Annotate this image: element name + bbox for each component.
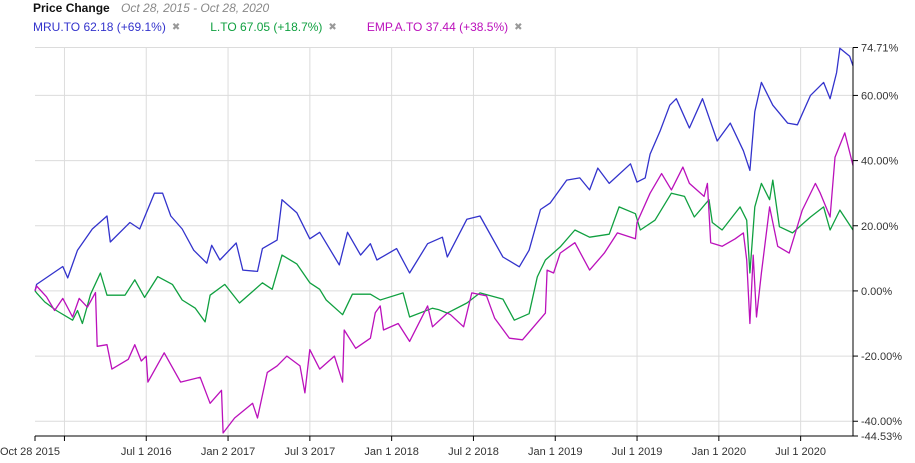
series-line-mru-to bbox=[34, 47, 854, 292]
y-tick-label: 20.00% bbox=[861, 221, 899, 233]
x-tick-label: Jul 1 2020 bbox=[775, 446, 826, 458]
y-tick-label: -20.00% bbox=[861, 351, 902, 363]
y-tick-label: 74.71% bbox=[861, 43, 899, 55]
y-tick-label: 0.00% bbox=[861, 286, 892, 298]
x-tick-label: Jul 3 2017 bbox=[284, 446, 335, 458]
x-tick-label: Jan 2 2017 bbox=[201, 446, 255, 458]
y-tick-label: -44.53% bbox=[861, 431, 902, 443]
legend-label: EMP.A.TO 37.44 (+38.5%) bbox=[366, 20, 509, 34]
series-line-l-to bbox=[34, 179, 854, 325]
remove-series-icon[interactable]: ✖ bbox=[171, 21, 181, 33]
date-range: Oct 28, 2015 - Oct 28, 2020 bbox=[121, 1, 270, 15]
legend-item-mru: MRU.TO 62.18 (+69.1%) ✖ bbox=[33, 20, 180, 34]
legend-label: L.TO 67.05 (+18.7%) bbox=[210, 20, 323, 34]
y-tick-label: 40.00% bbox=[861, 156, 899, 168]
x-tick-label: Jul 1 2019 bbox=[612, 446, 663, 458]
remove-series-icon[interactable]: ✖ bbox=[328, 21, 337, 33]
x-tick-label: Jul 1 2016 bbox=[121, 446, 172, 458]
remove-series-icon[interactable]: ✖ bbox=[514, 21, 523, 33]
legend-label: MRU.TO 62.18 (+69.1%) bbox=[33, 20, 166, 34]
x-tick-label: Jan 1 2020 bbox=[692, 446, 746, 458]
series-line-emp-a-to bbox=[34, 132, 854, 434]
x-tick-label: Jan 1 2019 bbox=[528, 446, 582, 458]
x-tick-label: Jul 2 2018 bbox=[448, 446, 499, 458]
x-tick-label: Oct 28 2015 bbox=[0, 446, 60, 458]
y-tick-label: -40.00% bbox=[861, 416, 902, 428]
x-tick-label: Jan 1 2018 bbox=[364, 446, 418, 458]
legend-item-emp: EMP.A.TO 37.44 (+38.5%) ✖ bbox=[367, 20, 523, 34]
legend-item-l: L.TO 67.05 (+18.7%) ✖ bbox=[210, 20, 337, 34]
legend: MRU.TO 62.18 (+69.1%) ✖ L.TO 67.05 (+18.… bbox=[33, 20, 553, 34]
chart-header: Price Change Oct 28, 2015 - Oct 28, 2020 bbox=[33, 1, 269, 15]
y-tick-label: 60.00% bbox=[861, 90, 899, 102]
chart-title: Price Change bbox=[33, 1, 110, 15]
